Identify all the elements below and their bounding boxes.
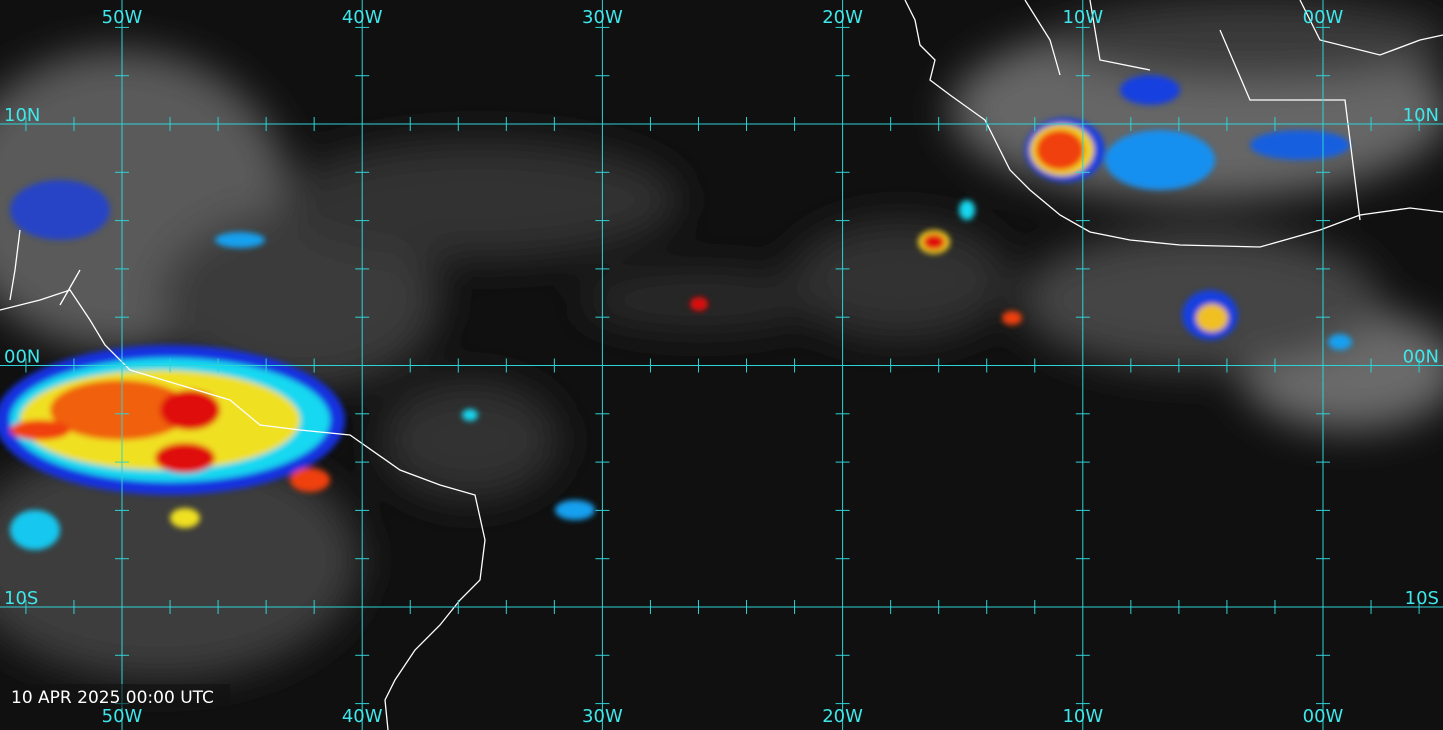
lon-label-bottom: 40W [342, 706, 383, 727]
lon-label-top: 50W [102, 7, 143, 28]
lat-label-right: 00N [1403, 347, 1439, 368]
timestamp: 10 APR 2025 00:00 UTC [11, 688, 214, 708]
lat-label-left: 10S [4, 588, 38, 609]
lat-label-left: 00N [4, 347, 40, 368]
lat-label-right: 10N [1403, 105, 1439, 126]
graticule-labels: 50W 50W 40W 40W 30W 30W 20W 20W 10W 10W 00W 00W 10N 1… [4, 7, 1439, 727]
lon-label-bottom: 50W [102, 706, 143, 727]
lon-label-top: 10W [1062, 7, 1103, 28]
lon-label-bottom: 30W [582, 706, 623, 727]
lon-label-top: 20W [822, 7, 863, 28]
lon-label-top: 30W [582, 7, 623, 28]
timestamp-backdrop [6, 684, 230, 708]
lat-label-left: 10N [4, 105, 40, 126]
lon-label-top: 40W [342, 7, 383, 28]
lat-label-right: 10S [1405, 588, 1439, 609]
lon-label-bottom: 00W [1303, 706, 1344, 727]
lon-label-bottom: 10W [1062, 706, 1103, 727]
lon-label-top: 00W [1303, 7, 1344, 28]
convection [0, 75, 1352, 550]
lon-label-bottom: 20W [822, 706, 863, 727]
